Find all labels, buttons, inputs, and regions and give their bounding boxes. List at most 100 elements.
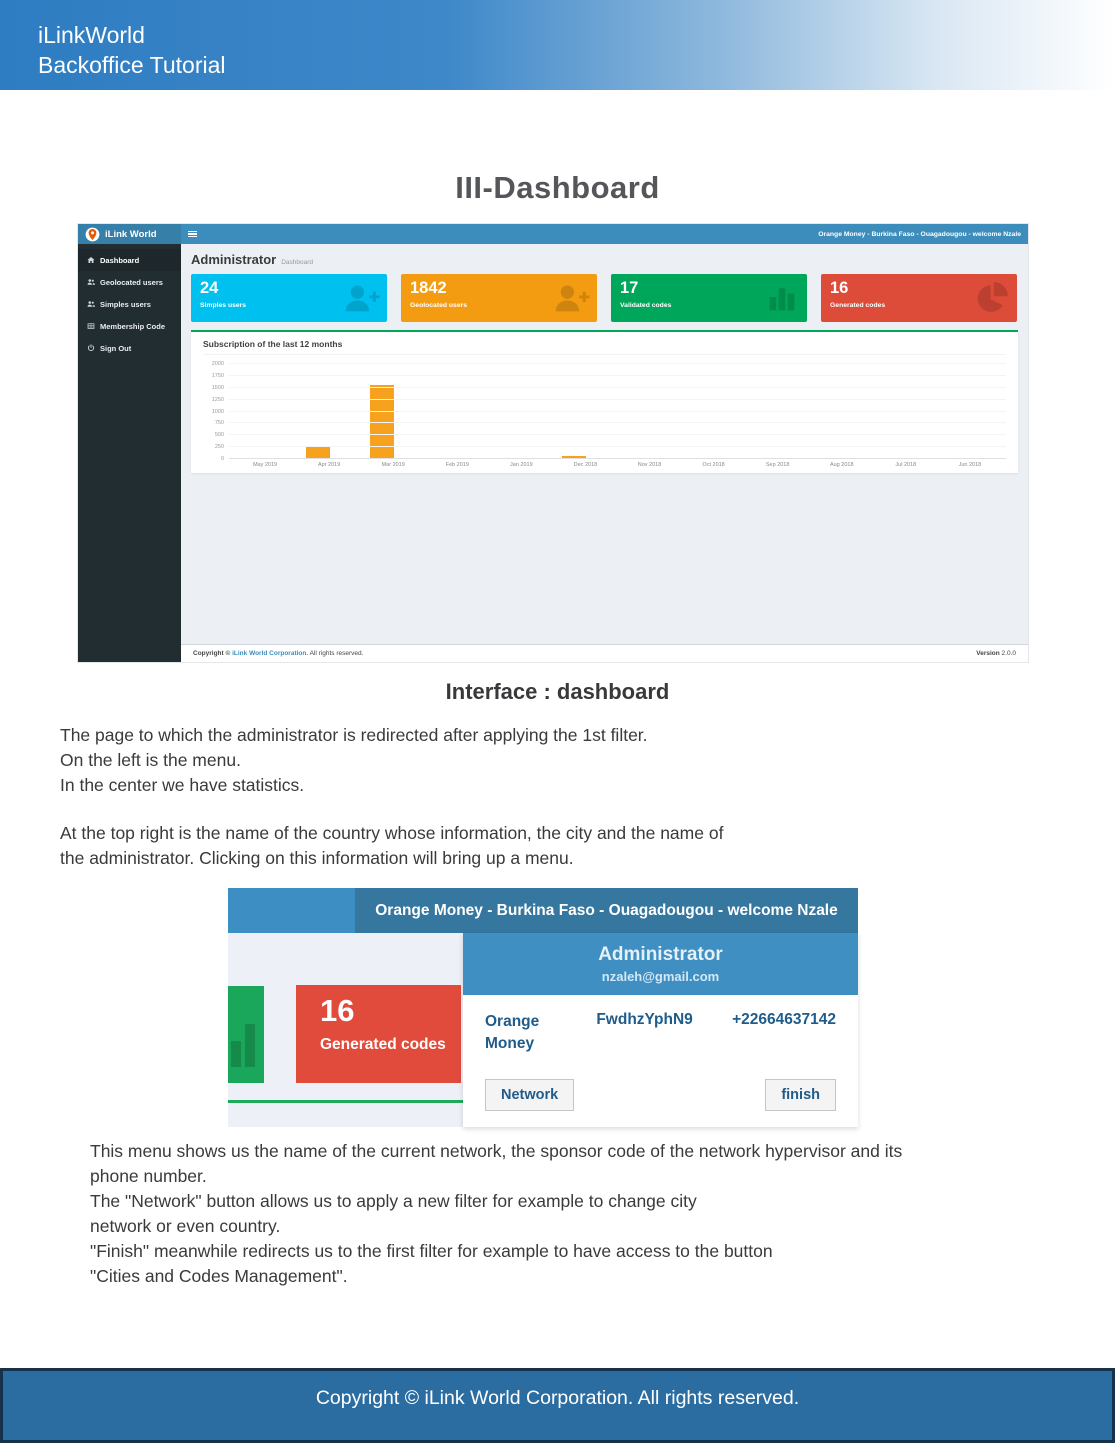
y-axis-tick: 1750 [211, 372, 224, 379]
validated-codes-card-fragment [228, 986, 264, 1083]
network-name: Orange Money [485, 1013, 540, 1053]
home-icon [87, 256, 95, 264]
y-axis-tick: 250 [214, 444, 224, 451]
sidebar-item-label: Geolocated users [100, 277, 163, 287]
sidebar-item-geolocated-users[interactable]: Geolocated users [78, 271, 181, 293]
y-axis-tick: 2000 [211, 361, 224, 367]
gridline [229, 458, 1006, 459]
x-axis-tick: May 2019 [252, 462, 278, 468]
x-axis-tick: Aug 2018 [829, 462, 854, 468]
finish-button[interactable]: finish [765, 1078, 836, 1111]
x-axis-tick: Sep 2018 [765, 462, 790, 468]
bar-chart-icon [245, 1024, 255, 1067]
card-label: Simples users [200, 301, 247, 309]
sidebar-menu: Dashboard Geolocated users Simples users Me… [78, 244, 181, 662]
text-line: In the center we have statistics. [60, 775, 305, 795]
y-axis-tick: 500 [214, 432, 224, 439]
bar-subscriptions [306, 445, 331, 459]
gridline [229, 398, 1006, 400]
y-axis-tick: 1500 [211, 384, 224, 391]
dropdown-title: Administrator [598, 944, 723, 965]
dropdown-header: Administrator nzaleh@gmail.com [463, 933, 858, 995]
x-axis-tick: Nov 2018 [637, 462, 662, 468]
text-line: network or even country. [90, 1216, 281, 1236]
dashboard-footer: Copyright © iLink World Corporation. All… [181, 644, 1028, 662]
card-value: 16 [320, 993, 355, 1028]
stat-card-validated-codes: 17 Validated codes [611, 274, 807, 322]
x-axis-tick: Oct 2018 [702, 462, 725, 468]
sidebar-item-simples-users[interactable]: Simples users [78, 293, 181, 315]
copyright-suffix: All rights reserved. [308, 650, 364, 657]
chart-grid: 0 250 500 750 1000 1250 1500 1750 2000 [212, 361, 1006, 462]
stat-card-simples-users: 24 Simples users [191, 274, 387, 322]
hamburger-icon[interactable] [188, 230, 197, 238]
dropdown-info-row: Orange Money FwdhzYphN9 +22664637142 [463, 995, 858, 1066]
text-line: On the left is the menu. [60, 750, 241, 770]
y-axis-tick: 1000 [211, 408, 224, 415]
card-value: 24 [200, 279, 219, 297]
card-label: Geolocated users [410, 301, 468, 309]
figure-caption: Interface : dashboard [445, 679, 670, 704]
gridline [229, 363, 1006, 364]
menu-screenshot: Orange Money - Burkina Faso - Ouagadougo… [228, 888, 858, 1127]
menu-topbar-user-info[interactable]: Orange Money - Burkina Faso - Ouagadougo… [355, 888, 858, 933]
card-value: 1842 [410, 279, 447, 297]
chart-panel-top-border [228, 1100, 463, 1103]
card-value: 17 [620, 279, 639, 297]
sidebar-item-label: Membership Code [100, 321, 166, 331]
card-label: Generated codes [830, 301, 886, 309]
version-label: Version [976, 650, 1000, 657]
brand-text: iLinkWorld Backoffice Tutorial [38, 20, 226, 80]
bar-chart-icon [231, 1041, 241, 1067]
users-icon [87, 278, 95, 286]
sidebar-item-label: Dashboard [100, 255, 140, 265]
navbar-user-info[interactable]: Orange Money - Burkina Faso - Ouagadougo… [818, 230, 1021, 238]
user-plus-icon [554, 282, 590, 314]
gridline [229, 422, 1006, 424]
content-title: Administrator [191, 252, 277, 267]
breadcrumb: Dashboard [281, 259, 314, 266]
dashboard-content: Administrator Dashboard 24 Simples users 1… [181, 244, 1028, 644]
stat-card-geolocated-users: 1842 Geolocated users [401, 274, 597, 322]
navbar-right: Orange Money - Burkina Faso - Ouagadougo… [181, 224, 1028, 244]
dashboard-navbar: iLink World Orange Money - Burkina Faso … [78, 224, 1028, 244]
text-line: "Finish" meanwhile redirects us to the f… [90, 1241, 773, 1261]
x-axis-tick: Apr 2019 [317, 462, 341, 468]
bar-chart-icon [764, 282, 800, 314]
brand-line1: iLinkWorld [38, 22, 145, 48]
stat-card-generated-codes: 16 Generated codes [821, 274, 1017, 322]
copyright-prefix: Copyright © [193, 650, 233, 657]
pie-chart-icon [974, 282, 1010, 314]
content-header: Administrator Dashboard [191, 252, 1018, 267]
card-value: 16 [830, 279, 849, 297]
bar-subscriptions [562, 455, 587, 459]
version-value: 2.0.0 [999, 650, 1016, 657]
x-axis-tick: Jun 2018 [958, 462, 982, 468]
dashboard-copyright: Copyright © iLink World Corporation. All… [193, 650, 363, 657]
text-line: At the top right is the name of the coun… [60, 823, 724, 843]
gridline [229, 386, 1006, 388]
sidebar-item-dashboard[interactable]: Dashboard [78, 249, 181, 271]
paragraph-2: At the top right is the name of the coun… [60, 821, 723, 871]
user-dropdown-menu: Administrator nzaleh@gmail.com Orange Mo… [463, 933, 858, 1127]
dashboard-main: Administrator Dashboard 24 Simples users 1… [181, 244, 1028, 662]
table-icon [87, 322, 95, 330]
gridline [229, 374, 1006, 376]
app-logo[interactable]: iLink World [78, 224, 181, 244]
sidebar-item-membership-code[interactable]: Membership Code [78, 315, 181, 337]
sidebar-item-label: Simples users [100, 299, 151, 309]
network-button[interactable]: Network [485, 1078, 575, 1111]
brand-line2: Backoffice Tutorial [38, 52, 226, 78]
company-link[interactable]: iLink World Corporation. [232, 650, 309, 657]
sidebar-item-sign-out[interactable]: Sign Out [78, 337, 181, 359]
page-footer: Copyright © iLink World Corporation. All… [0, 1368, 1115, 1443]
chart-xlabels: May 2019 Apr 2019 Mar 2019 Feb 2019 Jan 2019… [229, 462, 1006, 468]
menu-body: 16 Generated codes Administrator nzaleh@… [228, 933, 858, 1127]
gridline [229, 410, 1006, 412]
x-axis-tick: Dec 2018 [573, 462, 598, 468]
gridline [229, 434, 1006, 436]
x-axis-tick: Jan 2019 [510, 462, 533, 468]
dashboard-screenshot: iLink World Orange Money - Burkina Faso … [77, 223, 1029, 663]
card-label: Generated codes [320, 1036, 446, 1053]
generated-codes-card: 16 Generated codes [296, 985, 461, 1083]
